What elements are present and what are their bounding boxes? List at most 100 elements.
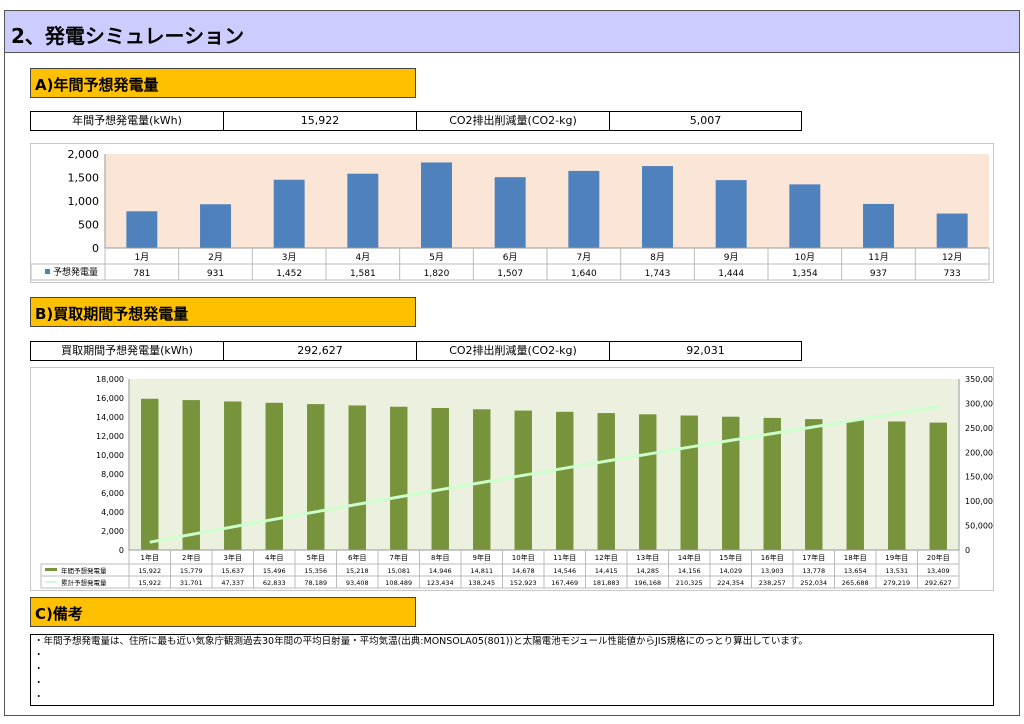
bar xyxy=(642,166,673,248)
data-label: 733 xyxy=(944,269,961,279)
note-line: ・年間予想発電量は、住所に最も近い気象庁観測過去30年間の平均日射量・平均気温(… xyxy=(34,636,808,647)
data-label: 1,507 xyxy=(497,269,523,279)
data-label: 13,903 xyxy=(761,567,784,575)
data-label: 210,325 xyxy=(676,579,703,587)
bar xyxy=(936,213,968,248)
notes-box: ・年間予想発電量は、住所に最も近い気象庁観測過去30年間の平均日射量・平均気温(… xyxy=(30,634,994,706)
y-tick-label: 2,000 xyxy=(68,148,100,161)
section-c-title: C)備考 xyxy=(30,597,416,627)
data-label: 31,701 xyxy=(180,579,203,587)
x-tick-label: 6年目 xyxy=(348,553,366,562)
y2-tick-label: 200,000 xyxy=(965,448,993,457)
y-tick-label: 8,000 xyxy=(101,470,124,479)
y-tick-label: 0 xyxy=(119,546,124,555)
x-tick-label: 15年目 xyxy=(719,553,742,562)
data-label: 265,688 xyxy=(842,579,869,587)
data-label: 224,354 xyxy=(717,579,744,587)
section-b-title-text: B)買取期間予想発電量 xyxy=(35,305,189,323)
bar xyxy=(473,409,491,550)
data-label: 1,820 xyxy=(424,269,450,279)
summary-value-annual: 15,922 xyxy=(224,112,417,130)
data-label: 14,811 xyxy=(470,567,493,575)
data-label: 167,469 xyxy=(551,579,578,587)
page-header: 2、発電シミュレーション xyxy=(5,11,1019,53)
y-tick-label: 10,000 xyxy=(96,451,124,460)
note-line: ・ xyxy=(34,664,44,675)
data-label: 108,489 xyxy=(385,579,412,587)
legend-label: 予想発電量 xyxy=(53,266,98,278)
bar xyxy=(494,177,526,248)
x-tick-label: 11月 xyxy=(868,252,888,263)
data-label: 13,778 xyxy=(802,567,825,575)
bar xyxy=(715,180,747,248)
x-tick-label: 7月 xyxy=(576,252,591,263)
x-tick-label: 14年目 xyxy=(678,553,701,562)
data-label: 1,452 xyxy=(276,269,302,279)
data-label: 252,034 xyxy=(800,579,827,587)
data-label: 14,156 xyxy=(678,567,701,575)
x-tick-label: 4月 xyxy=(355,252,370,263)
data-label: 196,168 xyxy=(634,579,661,587)
x-tick-label: 16年目 xyxy=(761,553,784,562)
summary-label-annual: 年間予想発電量(kWh) xyxy=(31,112,224,130)
x-tick-label: 8月 xyxy=(650,252,665,263)
y-tick-label: 16,000 xyxy=(96,394,124,403)
bar xyxy=(680,415,698,550)
bar xyxy=(200,204,231,248)
y-tick-label: 1,500 xyxy=(68,172,100,185)
data-label: 15,922 xyxy=(138,579,161,587)
x-tick-label: 2年目 xyxy=(182,553,200,562)
data-label: 1,354 xyxy=(792,269,818,279)
x-tick-label: 11年目 xyxy=(553,553,576,562)
data-label: 123,434 xyxy=(427,579,454,587)
data-label: 1,581 xyxy=(350,269,376,279)
period-chart: 0 2,000 4,000 6,000 8,000 10,000 12,000 14,000 1… xyxy=(30,367,998,591)
note-line: ・ xyxy=(34,650,44,661)
y2-tick-label: 350,000 xyxy=(965,375,993,384)
x-tick-label: 19年目 xyxy=(885,553,908,562)
y-tick-label: 0 xyxy=(92,242,99,255)
bar xyxy=(929,422,947,550)
monthly-chart: 0 500 1,000 1,500 2,000 1月 781 2月 931 3月 1,452 4月 1,… xyxy=(30,143,994,283)
data-label: 62,833 xyxy=(263,579,286,587)
legend-label: 年間予想発電量 xyxy=(61,566,107,575)
data-label: 937 xyxy=(870,269,887,279)
cumulative-line xyxy=(149,405,939,544)
x-tick-label: 20年目 xyxy=(927,553,950,562)
x-tick-label: 4年目 xyxy=(265,553,283,562)
data-label: 15,218 xyxy=(346,567,369,575)
bar xyxy=(597,413,615,550)
bar xyxy=(224,401,242,550)
bar xyxy=(141,398,159,550)
y-tick-label: 4,000 xyxy=(101,508,124,517)
data-label: 47,337 xyxy=(221,579,244,587)
data-label: 14,946 xyxy=(429,567,452,575)
data-label: 931 xyxy=(207,269,224,279)
y2-tick-label: 300,000 xyxy=(965,399,993,408)
x-tick-label: 18年目 xyxy=(844,553,867,562)
data-label: 13,654 xyxy=(844,567,867,575)
bar xyxy=(421,162,452,248)
y2-tick-label: 0 xyxy=(965,546,970,555)
data-label: 1,743 xyxy=(645,269,671,279)
section-c-title-text: C)備考 xyxy=(35,605,83,623)
x-tick-label: 9月 xyxy=(724,252,739,263)
data-label: 13,531 xyxy=(885,567,908,575)
bar xyxy=(722,416,740,550)
x-tick-label: 2月 xyxy=(208,252,223,263)
y-tick-label: 1,000 xyxy=(68,195,100,208)
y-tick-label: 6,000 xyxy=(101,489,124,498)
page-frame: 2、発電シミュレーション xyxy=(4,10,1020,716)
data-label: 1,640 xyxy=(571,269,597,279)
bar xyxy=(348,405,366,550)
bar xyxy=(273,179,305,248)
data-label: 15,922 xyxy=(138,567,161,575)
x-tick-label: 17年目 xyxy=(802,553,825,562)
monthly-chart-svg: 0 500 1,000 1,500 2,000 1月 781 2月 931 3月 1,452 4月 1,… xyxy=(30,148,990,281)
x-tick-label: 9年目 xyxy=(473,553,491,562)
section-a-title: A)年間予想発電量 xyxy=(30,68,416,98)
data-label: 13,409 xyxy=(927,567,950,575)
legend-key-bars xyxy=(45,568,57,571)
bar xyxy=(431,408,449,550)
data-label: 14,415 xyxy=(595,567,618,575)
